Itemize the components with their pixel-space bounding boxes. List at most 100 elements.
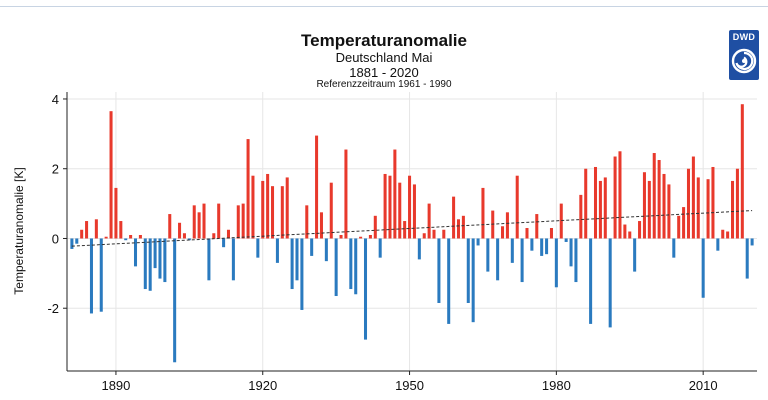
anomaly-bar: [378, 238, 382, 258]
anomaly-bar: [310, 238, 314, 256]
anomaly-bar: [638, 221, 642, 239]
anomaly-bar: [598, 180, 602, 239]
anomaly-bar: [422, 233, 426, 239]
anomaly-bar: [686, 168, 690, 239]
axis-layer: 4 2 0 -2 1890 1920 1950 1980 2010: [47, 92, 757, 393]
anomaly-bar: [545, 238, 549, 255]
anomaly-bar: [711, 166, 715, 239]
anomaly-bar: [197, 212, 201, 239]
x-tick-label: 1920: [248, 378, 277, 393]
anomaly-bar: [373, 215, 377, 239]
anomaly-bar: [476, 238, 480, 246]
anomaly-bar: [300, 238, 304, 310]
anomaly-bar: [94, 219, 98, 239]
anomaly-bar: [70, 238, 74, 249]
x-tick-label: 1890: [101, 378, 130, 393]
anomaly-bar: [153, 238, 157, 269]
anomaly-bar: [246, 139, 250, 239]
anomaly-bar: [540, 238, 544, 256]
anomaly-bar: [212, 233, 216, 239]
anomaly-bar: [515, 175, 519, 239]
anomaly-bar: [589, 238, 593, 324]
anomaly-bar: [207, 238, 211, 281]
anomaly-bar: [672, 238, 676, 258]
chart-period: 1881 - 2020: [349, 65, 419, 80]
anomaly-bar: [593, 166, 598, 239]
anomaly-bar: [368, 234, 372, 239]
y-tick-label: 2: [52, 162, 59, 177]
anomaly-bar: [642, 172, 646, 239]
anomaly-bar: [182, 233, 186, 239]
anomaly-bar: [535, 214, 539, 239]
anomaly-bar: [461, 215, 465, 239]
chart-title: Temperaturanomalie: [301, 31, 467, 50]
anomaly-bar: [104, 236, 108, 239]
anomaly-bar: [222, 238, 226, 248]
anomaly-bar: [295, 238, 299, 281]
anomaly-bar: [119, 221, 123, 239]
anomaly-bar: [731, 180, 735, 239]
anomaly-bar: [339, 234, 343, 239]
anomaly-bar: [359, 236, 363, 239]
y-axis-label: Temperaturanomalie [K]: [12, 167, 26, 294]
anomaly-bar: [226, 229, 230, 239]
anomaly-bar: [501, 226, 505, 239]
anomaly-bar: [388, 175, 392, 239]
anomaly-bar: [505, 212, 509, 239]
reference-period: Referenzzeitraum 1961 - 1990: [316, 79, 452, 90]
top-rule: [0, 6, 768, 7]
anomaly-bar: [80, 229, 84, 239]
anomaly-bar: [706, 179, 710, 239]
anomaly-bar: [163, 238, 167, 283]
anomaly-bar: [574, 238, 578, 283]
anomaly-bar: [231, 238, 235, 281]
anomaly-bar: [99, 238, 103, 312]
anomaly-bar: [138, 234, 142, 239]
anomaly-bar: [363, 238, 368, 340]
anomaly-bar: [721, 229, 725, 239]
anomaly-bar: [168, 214, 172, 239]
anomaly-bar: [329, 182, 333, 239]
anomaly-bar: [408, 175, 412, 239]
anomaly-bar: [432, 229, 436, 239]
anomaly-bar: [393, 149, 397, 239]
anomaly-bar: [412, 184, 416, 239]
anomaly-bar: [667, 184, 671, 239]
anomaly-bar: [716, 238, 720, 251]
anomaly-bar: [647, 180, 651, 239]
anomaly-bar: [584, 168, 588, 239]
anomaly-bar: [554, 238, 558, 288]
anomaly-bar: [633, 238, 637, 272]
anomaly-bar: [456, 219, 460, 239]
anomaly-bar: [192, 205, 196, 239]
anomaly-bar: [745, 238, 749, 279]
anomaly-bar: [417, 238, 421, 260]
anomaly-bar: [613, 156, 617, 239]
anomaly-bar: [148, 238, 152, 291]
anomaly-bar: [735, 168, 739, 239]
anomaly-bar: [236, 205, 240, 239]
anomaly-bar: [525, 228, 529, 239]
anomaly-bar: [85, 221, 89, 239]
anomaly-bar: [271, 186, 275, 239]
trend-layer: [71, 210, 753, 247]
anomaly-bar: [691, 156, 695, 239]
bar-layer: [70, 104, 754, 363]
anomaly-bar: [383, 173, 387, 239]
anomaly-bar: [398, 182, 402, 239]
anomaly-bar: [129, 234, 133, 239]
anomaly-bar: [158, 238, 162, 279]
anomaly-bar: [334, 238, 338, 297]
anomaly-bar: [319, 212, 323, 239]
x-tick-label: 1980: [542, 378, 571, 393]
anomaly-bar: [608, 238, 612, 328]
anomaly-bar: [256, 238, 260, 258]
anomaly-bar: [403, 221, 407, 239]
anomaly-bar: [305, 205, 309, 239]
anomaly-bar: [481, 187, 485, 239]
anomaly-bar: [520, 238, 524, 283]
anomaly-bar: [290, 238, 294, 290]
x-tick-label: 1950: [395, 378, 424, 393]
anomaly-bar: [530, 238, 534, 251]
anomaly-bar: [285, 177, 289, 239]
